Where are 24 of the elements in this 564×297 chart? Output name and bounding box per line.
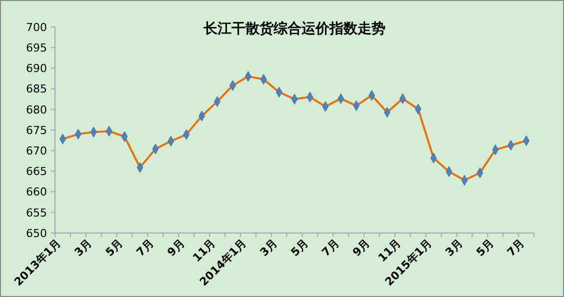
x-tick-label: 11月 bbox=[190, 236, 218, 264]
y-tick-label: 660 bbox=[26, 186, 47, 199]
x-tick-label: 3月 bbox=[72, 236, 94, 260]
y-tick-label: 685 bbox=[26, 82, 47, 96]
y-tick-label: 690 bbox=[26, 62, 47, 76]
x-tick-label: 9月 bbox=[164, 236, 188, 260]
x-tick-label: 5月 bbox=[288, 236, 311, 260]
x-tick-label: 3月 bbox=[258, 236, 280, 260]
y-tick-label: 675 bbox=[26, 124, 47, 137]
chart-title: 长江干散货综合运价指数走势 bbox=[202, 20, 386, 37]
x-tick-label: 5月 bbox=[102, 236, 126, 260]
x-tick-label: 7月 bbox=[319, 236, 342, 260]
y-tick-label: 650 bbox=[26, 226, 47, 240]
y-tick-label: 700 bbox=[26, 20, 47, 34]
y-tick-label: 665 bbox=[26, 165, 47, 178]
y-tick-label: 670 bbox=[26, 144, 47, 158]
y-tick-label: 680 bbox=[26, 103, 47, 116]
x-tick-label: 5月 bbox=[474, 236, 496, 260]
x-tick-label: 3月 bbox=[442, 236, 466, 260]
x-tick-label: 9月 bbox=[350, 236, 373, 260]
y-tick-label: 695 bbox=[26, 41, 47, 54]
x-tick-label: 7月 bbox=[134, 236, 156, 260]
x-tick-label: 7月 bbox=[504, 236, 528, 260]
y-tick-label: 655 bbox=[26, 206, 47, 220]
